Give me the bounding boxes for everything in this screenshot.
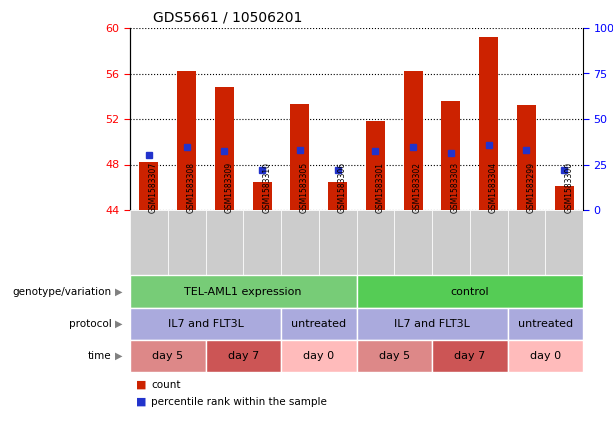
- Text: day 0: day 0: [530, 351, 561, 361]
- Bar: [508, 210, 545, 275]
- Bar: [357, 210, 394, 275]
- Bar: [432, 210, 470, 275]
- Text: ■: ■: [136, 380, 147, 390]
- Bar: [545, 210, 583, 275]
- Bar: [215, 87, 234, 210]
- Bar: [130, 210, 168, 275]
- Bar: [555, 186, 574, 210]
- Text: GSM1583302: GSM1583302: [413, 162, 422, 213]
- Text: control: control: [451, 286, 489, 297]
- Text: GSM1583299: GSM1583299: [527, 162, 535, 213]
- Bar: [470, 210, 508, 275]
- Text: GSM1583306: GSM1583306: [338, 162, 346, 213]
- Text: day 7: day 7: [454, 351, 485, 361]
- Bar: [139, 162, 158, 210]
- Text: day 5: day 5: [152, 351, 183, 361]
- Bar: [328, 181, 347, 210]
- Bar: [319, 210, 357, 275]
- Bar: [243, 210, 281, 275]
- Text: GSM1583308: GSM1583308: [186, 162, 196, 213]
- Text: GSM1583310: GSM1583310: [262, 162, 271, 213]
- Text: GSM1583305: GSM1583305: [300, 162, 309, 213]
- Text: ■: ■: [136, 397, 147, 407]
- Text: percentile rank within the sample: percentile rank within the sample: [151, 397, 327, 407]
- Text: IL7 and FLT3L: IL7 and FLT3L: [167, 319, 243, 329]
- Bar: [291, 104, 310, 210]
- Bar: [205, 210, 243, 275]
- Text: GSM1583301: GSM1583301: [375, 162, 384, 213]
- Text: GSM1583307: GSM1583307: [149, 162, 158, 213]
- Bar: [168, 210, 205, 275]
- Text: GSM1583309: GSM1583309: [224, 162, 234, 213]
- Text: untreated: untreated: [518, 319, 573, 329]
- Text: IL7 and FLT3L: IL7 and FLT3L: [394, 319, 470, 329]
- Text: count: count: [151, 380, 181, 390]
- Text: GSM1583303: GSM1583303: [451, 162, 460, 213]
- Text: untreated: untreated: [291, 319, 346, 329]
- Bar: [441, 101, 460, 210]
- Bar: [253, 181, 272, 210]
- Text: genotype/variation: genotype/variation: [12, 286, 112, 297]
- Bar: [404, 71, 422, 210]
- Bar: [394, 210, 432, 275]
- Text: ▶: ▶: [115, 351, 122, 361]
- Bar: [281, 210, 319, 275]
- Bar: [479, 37, 498, 210]
- Text: GSM1583300: GSM1583300: [564, 162, 573, 213]
- Bar: [177, 71, 196, 210]
- Text: time: time: [88, 351, 112, 361]
- Text: protocol: protocol: [69, 319, 112, 329]
- Text: GSM1583304: GSM1583304: [489, 162, 498, 213]
- Text: ▶: ▶: [115, 319, 122, 329]
- Text: TEL-AML1 expression: TEL-AML1 expression: [185, 286, 302, 297]
- Text: day 0: day 0: [303, 351, 334, 361]
- Text: GDS5661 / 10506201: GDS5661 / 10506201: [153, 10, 302, 24]
- Bar: [366, 121, 385, 210]
- Bar: [517, 105, 536, 210]
- Text: day 5: day 5: [379, 351, 410, 361]
- Text: ▶: ▶: [115, 286, 122, 297]
- Text: day 7: day 7: [227, 351, 259, 361]
